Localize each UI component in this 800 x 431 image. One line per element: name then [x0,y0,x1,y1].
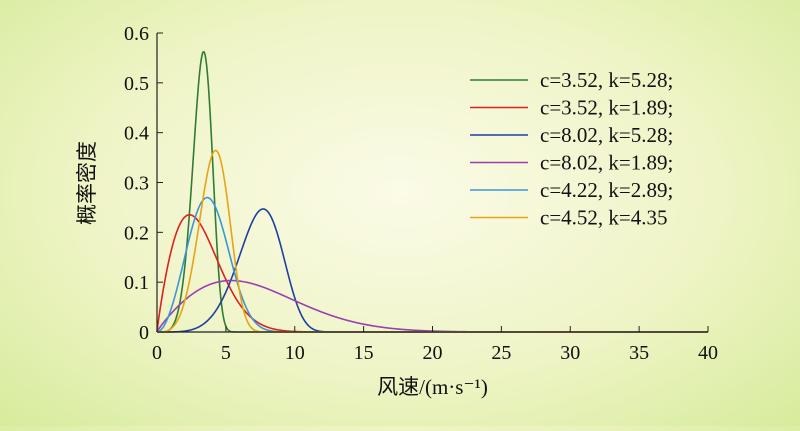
y-tick-label: 0.1 [124,272,149,294]
x-tick-label: 35 [629,342,649,364]
legend-label: c=4.22, k=2.89; [540,178,673,202]
x-tick-label: 5 [221,342,231,364]
x-tick-label: 25 [491,342,511,364]
legend-label: c=8.02, k=5.28; [540,123,673,147]
x-tick-label: 15 [354,342,374,364]
axes: 0 5 10 15 20 25 30 35 40 0 0.1 0.2 0.3 0.4 0.5 0.6 [124,23,718,364]
y-tick-label: 0.4 [124,123,149,145]
x-tick-label: 40 [698,342,718,364]
y-tick-label: 0.3 [124,173,149,195]
legend-label: c=4.52, k=4.35 [540,206,668,230]
legend: c=3.52, k=5.28; c=3.52, k=1.89; c=8.02, k=… [470,68,673,230]
x-tick-label: 30 [560,342,580,364]
y-tick-label: 0 [139,322,149,344]
y-axis-title: 概率密度 [75,141,99,225]
x-tick-label: 0 [152,342,162,364]
legend-label: c=3.52, k=5.28; [540,68,673,92]
legend-label: c=3.52, k=1.89; [540,96,673,120]
y-tick-label: 0.5 [124,73,149,95]
x-tick-label: 10 [285,342,305,364]
y-tick-label: 0.6 [124,23,149,45]
y-tick-label: 0.2 [124,222,149,244]
series-line [156,214,708,333]
x-axis-title: 风速/(m·s⁻¹) [377,375,488,399]
legend-label: c=8.02, k=1.89; [540,151,673,175]
x-tick-label: 20 [423,342,443,364]
